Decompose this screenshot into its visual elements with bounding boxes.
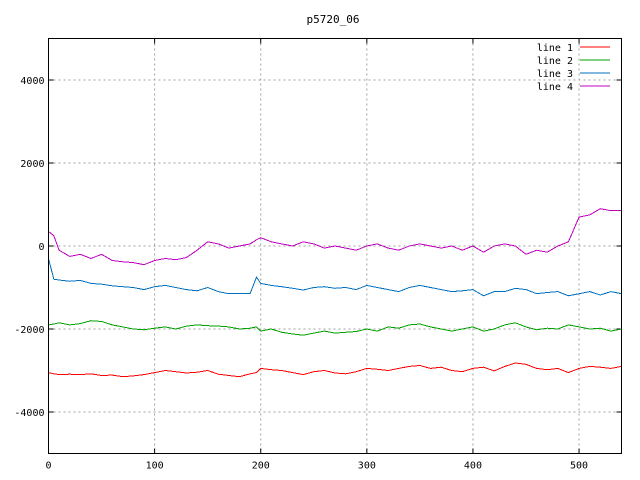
legend-label: line 3: [537, 69, 573, 80]
plot-frame: [48, 38, 622, 454]
y-tick-label: 0: [38, 242, 44, 253]
x-tick-label: 0: [45, 461, 51, 472]
y-tick-label: -4000: [14, 408, 44, 419]
legend-label: line 1: [537, 43, 573, 54]
grid: [48, 38, 622, 454]
legend: line 1 line 2 line 3 line 4: [537, 43, 610, 93]
series-lines: [48, 208, 622, 378]
series-line-3: [48, 258, 622, 297]
legend-label: line 4: [537, 82, 573, 93]
y-tick-label: 4000: [20, 76, 44, 87]
legend-label: line 2: [537, 56, 573, 67]
series-line-1: [48, 362, 622, 378]
x-tick-label: 200: [252, 461, 270, 472]
series-line-2: [48, 320, 622, 336]
tick-labels: 0 100 200 300 400 500 -4000 -2000 0 2000 4000: [14, 38, 622, 472]
series-line-4: [48, 208, 622, 266]
x-tick-label: 500: [570, 461, 588, 472]
x-tick-label: 400: [464, 461, 482, 472]
y-tick-label: -2000: [14, 325, 44, 336]
x-tick-label: 100: [146, 461, 164, 472]
chart-title: p5720_06: [307, 13, 360, 26]
y-tick-label: 2000: [20, 159, 44, 170]
x-tick-label: 300: [358, 461, 376, 472]
